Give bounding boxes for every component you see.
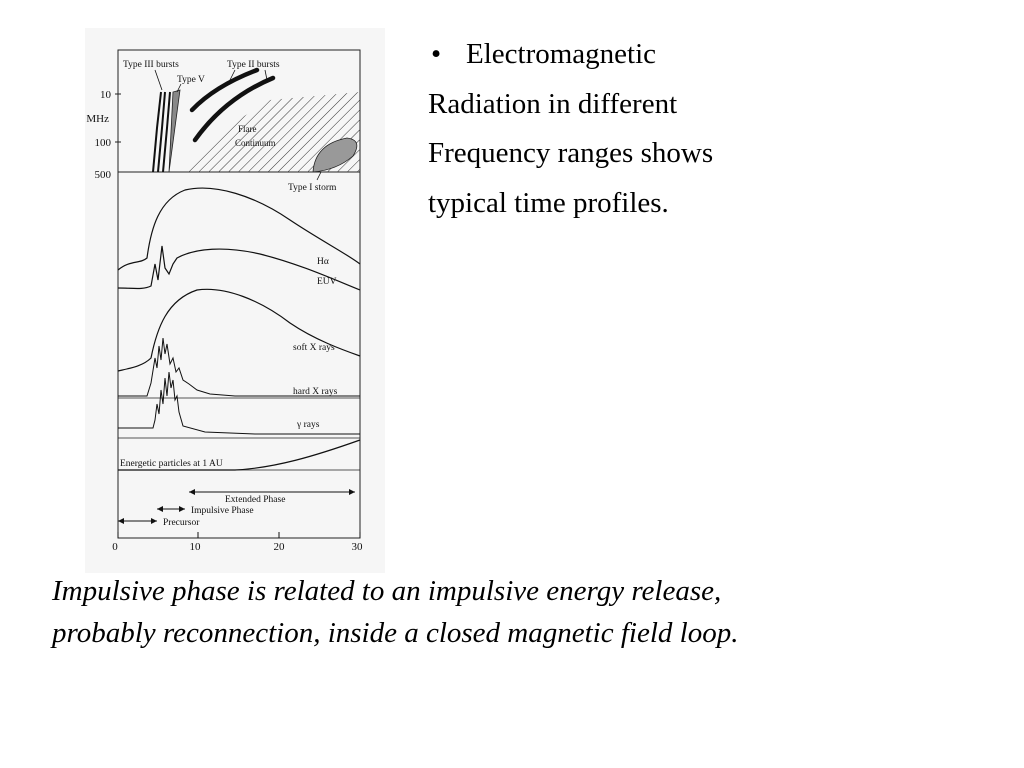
extended-phase-label: Extended Phase bbox=[225, 495, 285, 505]
freq-tick-10: 10 bbox=[100, 89, 112, 101]
freq-tick-500: 500 bbox=[95, 169, 112, 181]
type5-label: Type V bbox=[177, 75, 205, 85]
bullet-text-line-4: typical time profiles. bbox=[428, 186, 669, 219]
type3-burst-line-3 bbox=[162, 91, 171, 173]
caption-line-1: Impulsive phase is related to an impulsi… bbox=[52, 575, 722, 607]
gamma-ray-label: γ rays bbox=[296, 420, 320, 430]
soft-xray-label: soft X rays bbox=[293, 342, 335, 353]
type5-arrow bbox=[176, 83, 182, 93]
impulsive-phase-label: Impulsive Phase bbox=[191, 506, 254, 516]
precursor-label: Precursor bbox=[163, 518, 200, 528]
impulsive-phase-arrowhead-right bbox=[179, 506, 185, 512]
type1-arrow bbox=[316, 171, 322, 181]
precursor-arrowhead-right bbox=[151, 518, 157, 524]
type2-arrow-2 bbox=[264, 69, 268, 81]
flare-continuum-region bbox=[180, 92, 360, 172]
euv-curve bbox=[117, 245, 361, 291]
euv-label: EUV bbox=[317, 277, 337, 287]
type5-burst bbox=[168, 89, 181, 173]
extended-phase-arrowhead-left bbox=[189, 489, 195, 495]
type1-storm-label: Type I storm bbox=[288, 183, 337, 193]
flare-time-profile-figure: 10 MHz 100 500 Type III bursts Type V Ty… bbox=[85, 28, 385, 573]
type2-burst-upper bbox=[189, 67, 260, 113]
bullet-point: • Electromagnetic Radiation in different… bbox=[428, 30, 848, 228]
time-tick-20: 20 bbox=[274, 541, 286, 553]
type3-arrow bbox=[154, 69, 163, 91]
extended-phase-arrowhead-right bbox=[349, 489, 355, 495]
type2-burst-lower bbox=[192, 75, 276, 143]
type3-burst-line-1 bbox=[152, 91, 162, 173]
soft-xray-curve bbox=[117, 288, 361, 372]
energetic-particles-label: Energetic particles at 1 AU bbox=[120, 459, 223, 469]
bullet-text-line-2: Radiation in different bbox=[428, 87, 678, 120]
time-tick-30: 30 bbox=[352, 541, 364, 553]
freq-unit-label: MHz bbox=[86, 113, 109, 125]
bullet-text-line-1: Electromagnetic bbox=[466, 38, 657, 70]
flare-profile-diagram: 10 MHz 100 500 Type III bursts Type V Ty… bbox=[86, 49, 364, 553]
time-tick-0: 0 bbox=[112, 541, 118, 553]
flare-continuum-label-2: Continuum bbox=[235, 138, 276, 148]
precursor-arrowhead-left bbox=[118, 518, 124, 524]
flare-continuum-label-1: Flare bbox=[238, 124, 257, 134]
caption-line-2: probably reconnection, inside a closed m… bbox=[52, 617, 739, 649]
type3-burst-line-2 bbox=[157, 91, 166, 173]
hard-xray-label: hard X rays bbox=[293, 387, 338, 397]
type2-label: Type II bursts bbox=[227, 60, 280, 70]
halpha-curve bbox=[117, 187, 361, 271]
caption: Impulsive phase is related to an impulsi… bbox=[52, 570, 952, 654]
bullet-text-line-3: Frequency ranges shows bbox=[428, 137, 714, 169]
bullet-marker: • bbox=[431, 38, 442, 70]
type1-storm bbox=[312, 137, 358, 173]
energetic-particles-curve bbox=[118, 439, 361, 471]
time-tick-10: 10 bbox=[190, 541, 202, 553]
halpha-label: Hα bbox=[317, 257, 329, 267]
freq-tick-100: 100 bbox=[95, 137, 112, 149]
impulsive-phase-arrowhead-left bbox=[157, 506, 163, 512]
type2-arrow-1 bbox=[226, 69, 236, 87]
hard-xray-curve bbox=[118, 337, 360, 397]
gamma-ray-curve bbox=[118, 371, 360, 435]
bullet-line-1: • Electromagnetic bbox=[428, 30, 848, 80]
profiles-frame bbox=[117, 171, 361, 539]
type3-label: Type III bursts bbox=[123, 60, 179, 70]
